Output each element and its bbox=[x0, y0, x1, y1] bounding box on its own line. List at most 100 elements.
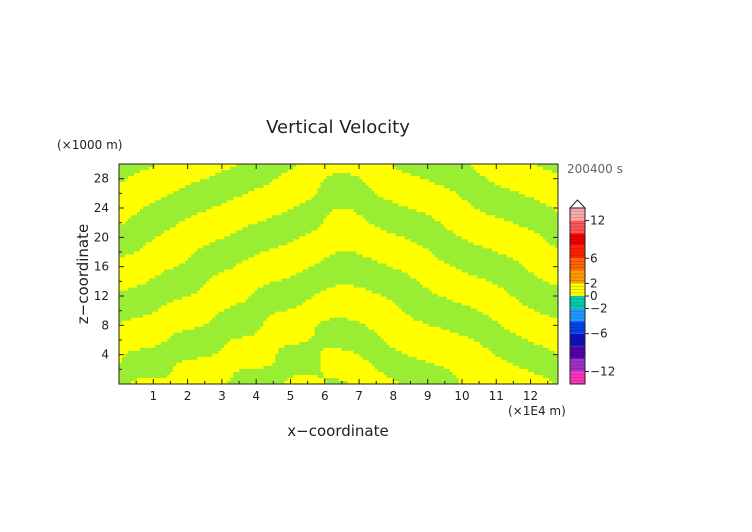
heatmap-cell bbox=[521, 302, 558, 307]
heatmap-cell bbox=[518, 260, 558, 264]
heatmap-cell bbox=[227, 200, 306, 204]
heatmap-cell bbox=[461, 197, 535, 201]
heatmap-cell bbox=[302, 269, 403, 273]
heatmap-cell bbox=[401, 170, 478, 174]
y-tick-label: 12 bbox=[94, 289, 109, 303]
heatmap-cell bbox=[119, 194, 168, 198]
heatmap-cell bbox=[236, 164, 297, 168]
heatmap-cell bbox=[176, 362, 273, 367]
heatmap-cell bbox=[119, 338, 168, 343]
heatmap-cell bbox=[392, 299, 454, 304]
heatmap-cell bbox=[317, 374, 324, 379]
heatmap-cell bbox=[131, 317, 213, 322]
heatmap-cell bbox=[326, 380, 348, 384]
heatmap-cell bbox=[203, 323, 264, 328]
heatmap-cell bbox=[374, 224, 445, 228]
heatmap-cell bbox=[233, 374, 294, 379]
colorbar-segment bbox=[570, 358, 585, 372]
heatmap-cell bbox=[419, 281, 493, 285]
heatmap-cell bbox=[131, 215, 192, 219]
heatmap-cell bbox=[197, 212, 282, 216]
heatmap-cell bbox=[173, 191, 249, 195]
heatmap-cell bbox=[173, 266, 234, 270]
heatmap-cell bbox=[263, 284, 336, 288]
heatmap-cell bbox=[335, 284, 354, 288]
heatmap-cell bbox=[545, 239, 558, 243]
heatmap-cell bbox=[533, 197, 558, 201]
heatmap-cell bbox=[191, 182, 270, 186]
heatmap-cell bbox=[476, 275, 538, 279]
heatmap-cell bbox=[197, 356, 276, 361]
heatmap-cell bbox=[323, 347, 342, 352]
heatmap-cell bbox=[488, 179, 558, 183]
heatmap-cell bbox=[125, 254, 192, 258]
heatmap-cell bbox=[311, 296, 388, 301]
x-axis-label: x−coordinate bbox=[287, 422, 388, 440]
heatmap-cell bbox=[479, 173, 558, 177]
heatmap-cell bbox=[332, 173, 351, 177]
time-label: 200400 s bbox=[567, 162, 623, 176]
heatmap-cell bbox=[443, 365, 520, 370]
heatmap-cell bbox=[263, 323, 318, 328]
y-tick-label: 24 bbox=[94, 201, 109, 215]
heatmap-cell bbox=[275, 311, 406, 316]
heatmap-cell bbox=[230, 377, 288, 382]
heatmap-cell bbox=[152, 311, 219, 316]
heatmap-cell bbox=[281, 278, 418, 282]
heatmap-cell bbox=[509, 188, 558, 192]
heatmap-cell bbox=[473, 167, 544, 171]
heatmap-cell bbox=[449, 368, 529, 373]
heatmap-cell bbox=[119, 368, 174, 373]
heatmap-cell bbox=[224, 308, 288, 313]
heatmap-cell bbox=[410, 275, 478, 279]
heatmap-cell bbox=[230, 305, 297, 310]
heatmap-cell bbox=[305, 299, 394, 304]
heatmap-cell bbox=[440, 221, 514, 225]
heatmap-cell bbox=[119, 206, 144, 210]
heatmap-cell bbox=[119, 272, 162, 276]
heatmap-cell bbox=[278, 245, 424, 249]
heatmap-cell bbox=[431, 251, 499, 255]
heatmap-cell bbox=[458, 377, 550, 382]
heatmap-cell bbox=[119, 260, 186, 264]
heatmap-cell bbox=[146, 242, 210, 246]
heatmap-cell bbox=[461, 236, 544, 240]
heatmap-cell bbox=[152, 239, 216, 243]
heatmap-cell bbox=[176, 224, 249, 228]
heatmap-cell bbox=[284, 380, 327, 384]
heatmap-cell bbox=[326, 176, 360, 180]
heatmap-cell bbox=[551, 380, 558, 384]
heatmap-cell bbox=[260, 251, 336, 255]
heatmap-cell bbox=[119, 332, 174, 337]
heatmap-cell bbox=[359, 353, 409, 358]
heatmap-cell bbox=[257, 329, 315, 334]
heatmap-cell bbox=[437, 293, 511, 297]
heatmap-cell bbox=[443, 185, 502, 189]
heatmap-cell bbox=[191, 293, 252, 297]
heatmap-cell bbox=[119, 191, 174, 195]
heatmap-cell bbox=[515, 332, 558, 337]
heatmap-cell bbox=[380, 227, 448, 231]
heatmap-cell bbox=[188, 257, 249, 261]
heatmap-cell bbox=[179, 221, 258, 225]
heatmap-cell bbox=[554, 350, 558, 355]
heatmap-cell bbox=[548, 281, 558, 285]
colorbar-tick-label: 0 bbox=[590, 289, 598, 303]
heatmap-cell bbox=[527, 368, 558, 373]
heatmap-cell bbox=[119, 371, 171, 376]
heatmap-cell bbox=[482, 344, 544, 349]
heatmap-cell bbox=[119, 356, 123, 361]
colorbar-segment bbox=[570, 283, 585, 296]
colorbar-segment bbox=[570, 308, 585, 322]
x-tick-label: 2 bbox=[184, 389, 192, 403]
heatmap-cell bbox=[230, 338, 309, 343]
heatmap-cell bbox=[206, 281, 270, 285]
heatmap-cell bbox=[119, 296, 183, 301]
heatmap-cell bbox=[392, 266, 457, 270]
heatmap-cell bbox=[248, 257, 324, 261]
heatmap-cell bbox=[161, 272, 219, 276]
heatmap-cell bbox=[437, 257, 514, 261]
heatmap-cell bbox=[482, 311, 541, 316]
heatmap-cell bbox=[218, 350, 279, 355]
heatmap-cell bbox=[122, 356, 198, 361]
